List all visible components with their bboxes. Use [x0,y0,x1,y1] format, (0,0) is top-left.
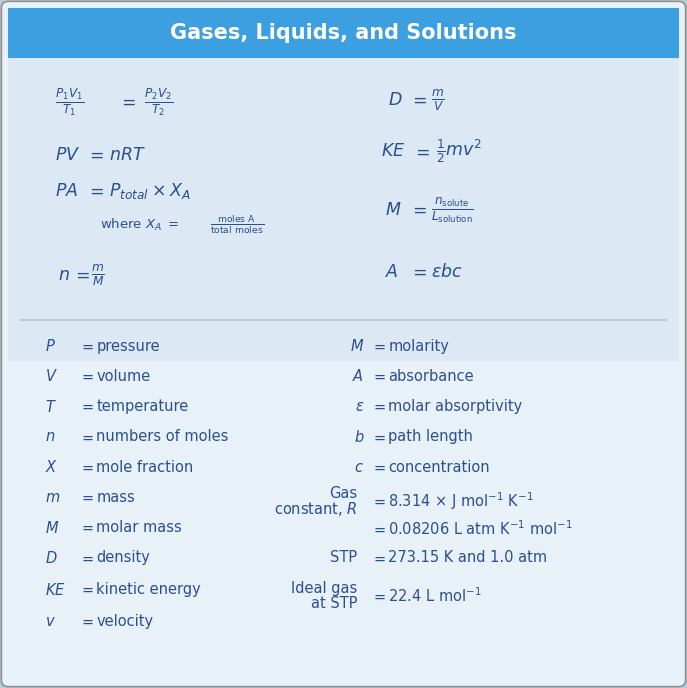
Text: Ideal gas: Ideal gas [291,581,357,596]
Text: molar mass: molar mass [96,520,182,535]
Text: molar absorptivity: molar absorptivity [388,399,522,414]
Text: $KE$: $KE$ [45,581,65,598]
Text: $\frac{P_2 V_2}{T_2}$: $\frac{P_2 V_2}{T_2}$ [144,86,173,118]
Text: $=$: $=$ [79,550,95,566]
Text: mass: mass [96,490,135,505]
Text: $=$: $=$ [79,582,95,597]
Text: $=$: $=$ [371,399,387,414]
Text: temperature: temperature [96,399,188,414]
Text: $=$: $=$ [371,522,387,537]
Text: $M$: $M$ [350,338,364,354]
Text: $=$: $=$ [371,588,387,603]
Text: pressure: pressure [96,338,160,354]
Text: $v$: $v$ [45,614,56,629]
Text: $PA$: $PA$ [55,182,78,200]
Text: $=$: $=$ [79,490,95,505]
Text: $=$: $=$ [79,369,95,384]
Text: $PV$: $PV$ [55,146,80,164]
Text: $D$: $D$ [388,91,403,109]
Text: $=$: $=$ [409,263,427,281]
Text: $=$: $=$ [371,460,387,475]
Text: $nRT$: $nRT$ [109,146,146,164]
Text: Gas: Gas [329,486,357,502]
Text: $=$: $=$ [412,142,430,160]
Text: $n$: $n$ [58,266,70,284]
Text: $A$: $A$ [385,263,398,281]
Text: molarity: molarity [388,338,449,354]
Text: $=$: $=$ [79,614,95,629]
Text: path length: path length [388,429,473,444]
Text: $=$: $=$ [371,338,387,354]
Text: mole fraction: mole fraction [96,460,194,475]
Text: where $X_A\ =$: where $X_A\ =$ [100,217,179,233]
Text: $A$: $A$ [352,368,364,385]
Text: Gases, Liquids, and Solutions: Gases, Liquids, and Solutions [170,23,517,43]
Text: absorbance: absorbance [388,369,474,384]
Text: $=$: $=$ [118,93,136,111]
Text: $\varepsilon bc$: $\varepsilon bc$ [431,263,463,281]
Text: $\varepsilon$: $\varepsilon$ [354,399,364,414]
Text: $=$: $=$ [79,520,95,535]
Text: volume: volume [96,369,150,384]
Text: at STP: at STP [311,596,357,611]
Text: $X$: $X$ [45,459,58,475]
Text: $P_{total} \times X_A$: $P_{total} \times X_A$ [109,180,190,201]
Text: constant, $R$: constant, $R$ [273,500,357,518]
Text: $\frac{1}{2}mv^2$: $\frac{1}{2}mv^2$ [436,138,483,165]
Text: STP: STP [330,550,357,566]
Text: $=$: $=$ [371,369,387,384]
Bar [8,58,679,361]
Text: kinetic energy: kinetic energy [96,582,201,597]
Text: $=$: $=$ [79,429,95,444]
Text: $\frac{m}{V}$: $\frac{m}{V}$ [431,87,445,113]
Text: density: density [96,550,150,566]
Text: $=$: $=$ [72,266,90,284]
Text: $c$: $c$ [354,460,364,475]
Text: $M$: $M$ [385,201,401,219]
Text: velocity: velocity [96,614,153,629]
Text: $D$: $D$ [45,550,57,566]
Text: $=$: $=$ [371,429,387,444]
Text: $=$: $=$ [86,182,104,200]
Text: $M$: $M$ [45,519,59,536]
Text: $\frac{P_1 V_1}{T_1}$: $\frac{P_1 V_1}{T_1}$ [55,86,84,118]
Text: 273.15 K and 1.0 atm: 273.15 K and 1.0 atm [388,550,548,566]
Text: $P$: $P$ [45,338,56,354]
Text: $T$: $T$ [45,398,56,415]
Text: $n$: $n$ [45,429,55,444]
Text: 8.314 $\times$ J mol$^{-1}$ K$^{-1}$: 8.314 $\times$ J mol$^{-1}$ K$^{-1}$ [388,491,534,513]
Text: concentration: concentration [388,460,490,475]
Text: $b$: $b$ [354,429,364,445]
Text: $=$: $=$ [79,399,95,414]
Text: $=$: $=$ [371,494,387,509]
Text: $=$: $=$ [79,460,95,475]
Text: $m$: $m$ [45,490,60,505]
Text: 0.08206 L atm K$^{-1}$ mol$^{-1}$: 0.08206 L atm K$^{-1}$ mol$^{-1}$ [388,519,573,539]
Text: $=$: $=$ [371,550,387,566]
Text: numbers of moles: numbers of moles [96,429,229,444]
Text: $=$: $=$ [409,201,427,219]
Text: $\frac{\rm moles\ A}{\rm total\ moles}$: $\frac{\rm moles\ A}{\rm total\ moles}$ [210,214,264,236]
Text: $=$: $=$ [79,338,95,354]
Text: $=$: $=$ [409,91,427,109]
Text: 22.4 L mol$^{-1}$: 22.4 L mol$^{-1}$ [388,586,482,605]
Text: $\frac{n_{\rm solute}}{L_{\rm solution}}$: $\frac{n_{\rm solute}}{L_{\rm solution}}… [431,195,474,225]
Text: $=$: $=$ [86,146,104,164]
Text: $\frac{m}{M}$: $\frac{m}{M}$ [91,262,104,288]
Text: $V$: $V$ [45,368,58,385]
Bar [8,8,679,58]
Text: $KE$: $KE$ [381,142,405,160]
